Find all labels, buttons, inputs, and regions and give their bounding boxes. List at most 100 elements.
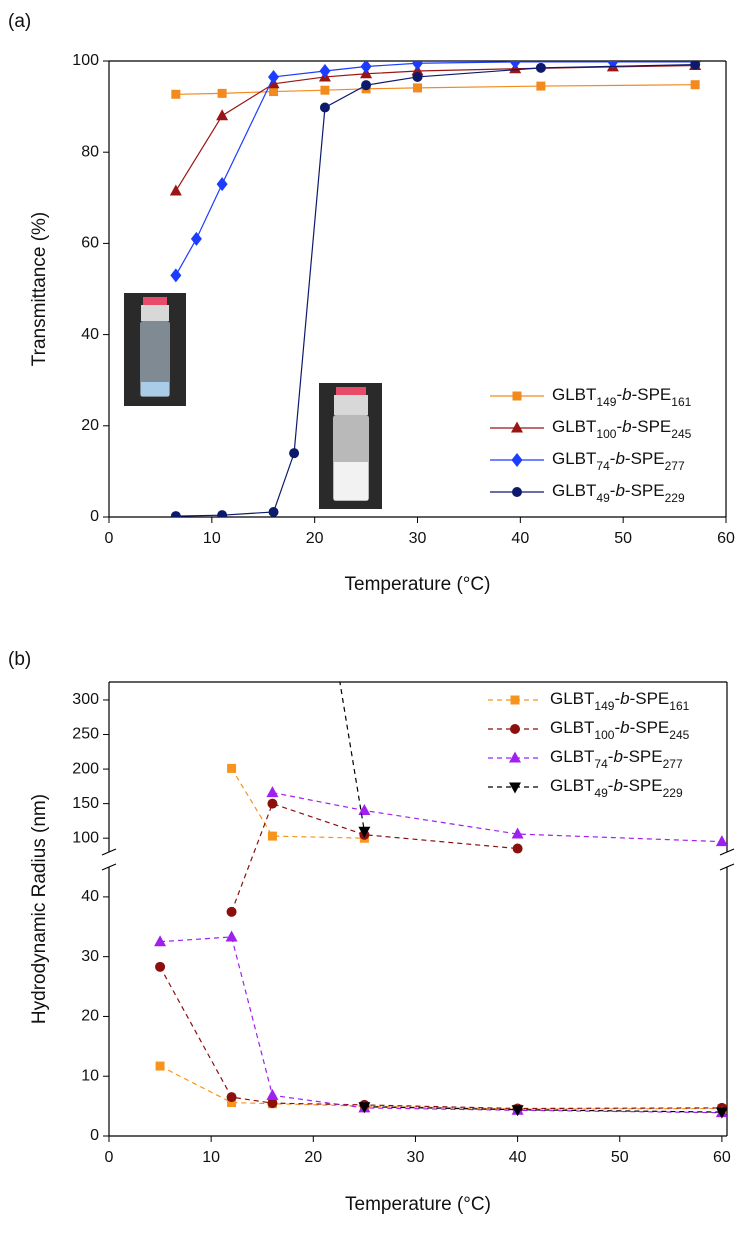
series-line (175, 61, 696, 276)
marker (607, 61, 619, 69)
marker (226, 906, 237, 917)
marker (216, 109, 229, 121)
x-tick-label: 50 (611, 1149, 629, 1166)
marker (227, 1098, 237, 1108)
marker (216, 177, 228, 192)
marker (268, 69, 280, 84)
marker (190, 231, 202, 246)
marker (511, 827, 524, 839)
marker (226, 1092, 237, 1103)
legend-label: GLBT49-b-SPE229 (552, 481, 685, 505)
marker (511, 421, 523, 433)
marker (511, 453, 523, 467)
marker (319, 64, 331, 79)
axis-break (719, 863, 735, 871)
y-tick-label: 10 (81, 1067, 99, 1084)
panel-label: (b) (8, 649, 31, 670)
y-tick-label: 150 (72, 795, 99, 812)
x-tick-label: 0 (105, 530, 114, 547)
marker (266, 1088, 279, 1100)
y-tick-label: 60 (81, 235, 99, 252)
marker (266, 786, 279, 798)
x-tick-label: 10 (203, 530, 221, 547)
marker (510, 724, 520, 734)
marker (358, 804, 371, 816)
marker (289, 448, 300, 459)
y-tick-label: 20 (81, 417, 99, 434)
marker (170, 511, 181, 517)
y-tick-label: 40 (81, 888, 99, 905)
marker (320, 85, 330, 95)
y-tick-label: 20 (81, 1008, 99, 1025)
x-tick-label: 60 (713, 1149, 731, 1166)
x-tick-label: 10 (202, 1149, 220, 1166)
x-tick-label: 20 (306, 530, 324, 547)
y-tick-label: 300 (72, 691, 99, 708)
marker (358, 826, 371, 838)
marker (155, 1061, 165, 1071)
x-axis-label: Temperature (°C) (345, 1194, 491, 1215)
marker (171, 89, 181, 99)
marker (511, 1105, 524, 1117)
y-tick-label: 100 (72, 52, 99, 69)
marker (412, 71, 423, 82)
marker (328, 640, 340, 651)
marker (217, 510, 228, 517)
series-line (159, 802, 722, 1110)
x-tick-label: 40 (509, 1149, 527, 1166)
x-tick-label: 0 (105, 1149, 114, 1166)
legend-label: GLBT149-b-SPE161 (552, 385, 692, 409)
marker (715, 1107, 727, 1119)
marker (536, 81, 546, 91)
marker (509, 782, 521, 794)
legend-label: GLBT74-b-SPE277 (552, 449, 685, 473)
x-tick-label: 30 (407, 1149, 425, 1166)
plot-area (154, 640, 727, 1119)
marker (319, 102, 330, 113)
marker (690, 80, 700, 90)
y-tick-label: 30 (81, 948, 99, 965)
marker (154, 935, 167, 947)
x-tick-label: 60 (717, 530, 735, 547)
marker (360, 61, 372, 74)
marker (217, 88, 227, 98)
marker (412, 61, 423, 71)
y-tick-label: 0 (90, 1127, 99, 1144)
marker (509, 751, 521, 763)
y-axis-label: Hydrodynamic Radius (nm) (29, 794, 50, 1024)
marker (690, 61, 701, 70)
legend-label: GLBT49-b-SPE229 (550, 776, 683, 800)
marker (155, 961, 166, 972)
legend-label: GLBT149-b-SPE161 (550, 689, 690, 713)
series-line (159, 768, 722, 1110)
marker (170, 268, 182, 283)
y-tick-label: 80 (81, 143, 99, 160)
legend-label: GLBT100-b-SPE245 (550, 718, 690, 742)
marker (512, 391, 522, 401)
marker (267, 831, 277, 841)
axis-break (101, 863, 117, 871)
x-tick-label: 40 (511, 530, 529, 547)
axis-break (101, 848, 117, 856)
marker (413, 83, 422, 93)
x-axis-label: Temperature (°C) (345, 574, 491, 595)
y-tick-label: 250 (72, 726, 99, 743)
marker (225, 930, 238, 942)
marker (535, 62, 546, 73)
marker (512, 843, 523, 854)
marker (715, 835, 727, 847)
y-tick-label: 100 (72, 829, 99, 846)
series-line (175, 64, 696, 192)
series-line (160, 791, 722, 1114)
x-tick-label: 50 (614, 530, 632, 547)
legend-label: GLBT74-b-SPE277 (550, 747, 683, 771)
marker (361, 80, 372, 91)
x-tick-label: 30 (409, 530, 427, 547)
marker (227, 763, 237, 773)
plot-area (169, 61, 702, 517)
vial-photo-turbid (319, 383, 382, 509)
legend-label: GLBT100-b-SPE245 (552, 417, 692, 441)
marker (509, 61, 521, 69)
